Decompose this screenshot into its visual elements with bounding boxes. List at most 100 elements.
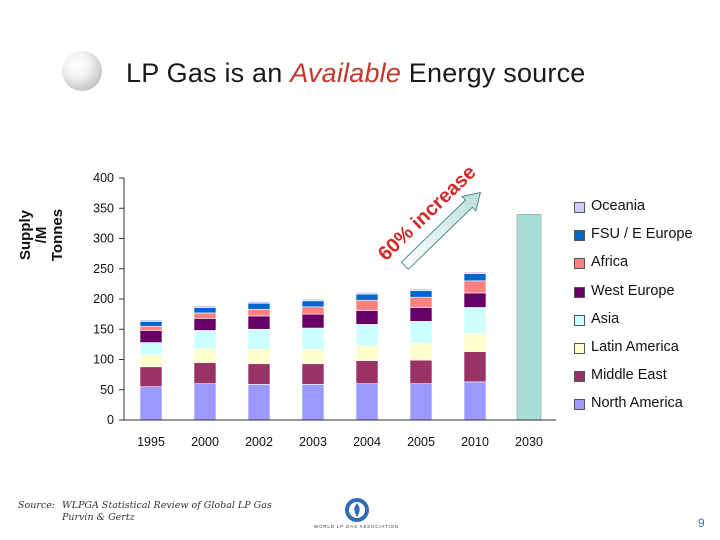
bar-segment-2005-north-america [409, 383, 433, 421]
x-tick-label: 2000 [191, 435, 219, 449]
bar-segment-2010-asia [463, 307, 487, 334]
bar-segment-1995-fsu-e-europe [139, 321, 163, 327]
legend-label: FSU / E Europe [591, 226, 693, 243]
y-tick-label: 300 [93, 232, 114, 246]
bar-segment-2004-latin-america [355, 345, 379, 362]
x-tick-label: 1995 [137, 435, 165, 449]
bar-segment-2004-north-america [355, 383, 379, 421]
bar-segment-2004-middle-east [355, 360, 379, 384]
bar-segment-2003-oceania [301, 298, 325, 302]
bar-segment-2004-asia [355, 324, 379, 346]
bar-segment-2005-middle-east [409, 359, 433, 385]
y-tick-label: 250 [93, 262, 114, 276]
increase-arrow-icon [400, 191, 482, 271]
legend-swatch [574, 399, 585, 411]
bar-segment-1995-middle-east [139, 366, 163, 388]
y-tick-label: 200 [93, 292, 114, 306]
bar-segment-2010-africa [463, 280, 487, 294]
bar-segment-2010-north-america [463, 381, 487, 421]
bar-segment-2000-north-america [193, 383, 217, 421]
bar-segment-2003-asia [301, 327, 325, 350]
bar-segment-2003-middle-east [301, 363, 325, 385]
legend-swatch [574, 230, 585, 242]
bar-segment-2005-africa [409, 296, 433, 308]
bar-segment-2003-west-europe [301, 313, 325, 329]
bar-segment-2003-north-america [301, 384, 325, 421]
bar-segment-2002-oceania [247, 301, 271, 304]
y-tick-label: 50 [100, 383, 114, 397]
bar-total-2030 [516, 214, 542, 421]
wlpga-logo [345, 498, 369, 522]
legend-label: North America [591, 395, 683, 412]
legend-swatch [574, 343, 585, 354]
bar-segment-2005-oceania [409, 288, 433, 291]
bar-segment-2002-asia [247, 328, 271, 350]
bar-segment-1995-latin-america [139, 354, 163, 368]
x-tick-label: 2004 [353, 435, 381, 449]
bar-segment-2004-oceania [355, 292, 379, 295]
bar-segment-2005-fsu-e-europe [409, 290, 433, 298]
bar-segment-2004-africa [355, 299, 379, 311]
bar-segment-2003-africa [301, 306, 325, 315]
y-tick-label: 100 [93, 353, 114, 367]
y-tick-label: 400 [93, 171, 114, 185]
x-tick-label: 2003 [299, 435, 327, 449]
y-tick-label: 0 [107, 413, 114, 427]
bar-segment-2010-latin-america [463, 333, 487, 352]
bar-segment-2005-asia [409, 321, 433, 344]
bar-segment-2002-west-europe [247, 315, 271, 330]
bar-segment-2003-latin-america [301, 348, 325, 365]
bar-segment-2002-latin-america [247, 348, 271, 365]
legend-label: Asia [591, 310, 620, 327]
bar-segment-2005-latin-america [409, 342, 433, 361]
bar-segment-1995-oceania [139, 319, 163, 322]
bar-segment-2000-west-europe [193, 318, 217, 331]
legend-swatch [574, 258, 585, 270]
bar-segment-2000-latin-america [193, 348, 217, 363]
bar-segment-2003-fsu-e-europe [301, 300, 325, 308]
y-tick-label: 150 [93, 322, 114, 336]
bar-segment-1995-west-europe [139, 330, 163, 343]
bar-segment-2000-fsu-e-europe [193, 307, 217, 314]
bar-segment-2010-west-europe [463, 292, 487, 308]
bar-segment-2002-africa [247, 308, 271, 317]
bar-segment-2000-middle-east [193, 362, 217, 384]
bar-segment-2002-fsu-e-europe [247, 302, 271, 310]
bar-segment-2004-west-europe [355, 310, 379, 325]
bar-segment-2010-oceania [463, 271, 487, 274]
legend-label: Africa [591, 254, 629, 271]
bar-segment-1995-north-america [139, 386, 163, 421]
legend-label: Middle East [591, 367, 667, 384]
bar-segment-2004-fsu-e-europe [355, 293, 379, 301]
bar-segment-2000-oceania [193, 305, 217, 308]
legend-swatch [574, 314, 585, 326]
x-tick-label: 2030 [515, 435, 543, 449]
x-tick-label: 2005 [407, 435, 435, 449]
y-tick-label: 350 [93, 201, 114, 215]
bar-segment-2002-middle-east [247, 363, 271, 385]
x-tick-label: 2010 [461, 435, 489, 449]
legend-label: Latin America [591, 339, 679, 355]
slide-title: LP Gas is an Available Energy source [126, 58, 586, 88]
bar-segment-2010-middle-east [463, 351, 487, 383]
bar-segment-2000-africa [193, 312, 217, 319]
bar-segment-2000-asia [193, 330, 217, 349]
bar-segment-1995-africa [139, 325, 163, 331]
bar-segment-1995-asia [139, 342, 163, 355]
page-number: 9 [698, 516, 705, 530]
bullet-ball-icon [62, 51, 102, 91]
legend-label: Oceania [591, 198, 646, 214]
legend-swatch [574, 286, 585, 298]
bar-segment-2005-west-europe [409, 307, 433, 322]
legend-swatch [574, 202, 585, 213]
legend-swatch [574, 371, 585, 383]
title-highlight: Available [290, 58, 402, 88]
x-tick-label: 2002 [245, 435, 273, 449]
legend-label: West Europe [591, 282, 675, 299]
logo-text: WORLD LP GAS ASSOCIATION [314, 524, 399, 529]
source-note: Source: WLPGA Statistical Review of Globa… [18, 500, 272, 523]
bar-segment-2010-fsu-e-europe [463, 273, 487, 282]
bar-segment-2002-north-america [247, 384, 271, 421]
